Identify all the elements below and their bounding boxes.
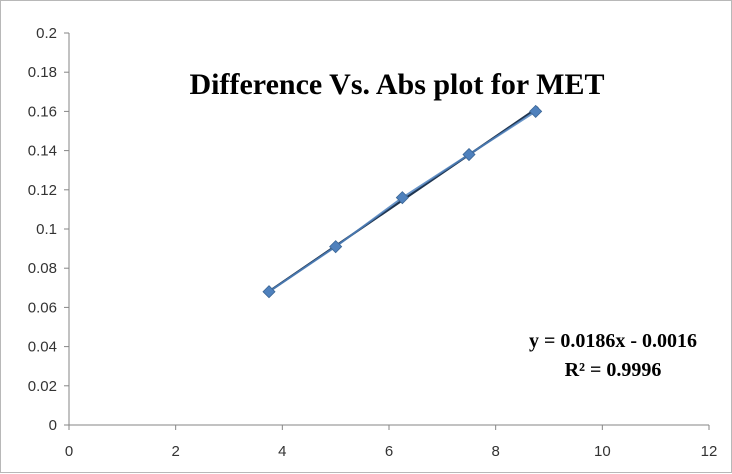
y-tick-label: 0.02 xyxy=(28,378,57,395)
y-ticks: 0 0.02 0.04 0.06 0.08 0.1 0.12 0.14 0.16 0.18 0.2 xyxy=(28,25,69,434)
data-point xyxy=(262,285,276,299)
y-tick-label: 0.04 xyxy=(28,339,57,356)
y-tick-label: 0.08 xyxy=(28,260,57,277)
data-points xyxy=(262,104,543,299)
y-tick-label: 0.18 xyxy=(28,64,57,81)
data-point xyxy=(462,147,476,162)
data-point xyxy=(529,104,543,118)
y-tick-label: 0.06 xyxy=(28,299,57,316)
chart-title: Difference Vs. Abs plot for MET xyxy=(190,68,605,101)
x-tick-label: 8 xyxy=(491,443,499,460)
trendline-equation: y = 0.0186x - 0.0016 xyxy=(529,330,697,352)
x-tick-label: 6 xyxy=(385,443,393,460)
x-tick-label: 12 xyxy=(701,443,718,460)
data-point xyxy=(329,240,343,254)
y-tick-label: 0.16 xyxy=(28,103,57,120)
y-tick-label: 0.14 xyxy=(28,143,57,160)
y-tick-label: 0 xyxy=(49,417,57,434)
y-tick-label: 0.12 xyxy=(28,182,57,199)
x-tick-label: 10 xyxy=(594,443,611,460)
y-tick-label: 0.1 xyxy=(36,221,57,238)
x-tick-label: 0 xyxy=(65,443,73,460)
x-tick-label: 2 xyxy=(171,443,179,460)
r-squared-label: R² = 0.9996 xyxy=(565,359,662,381)
x-ticks: 0 2 4 6 8 10 12 xyxy=(65,425,718,460)
y-tick-label: 0.2 xyxy=(36,25,57,42)
data-point xyxy=(395,191,409,205)
x-tick-label: 4 xyxy=(278,443,286,460)
